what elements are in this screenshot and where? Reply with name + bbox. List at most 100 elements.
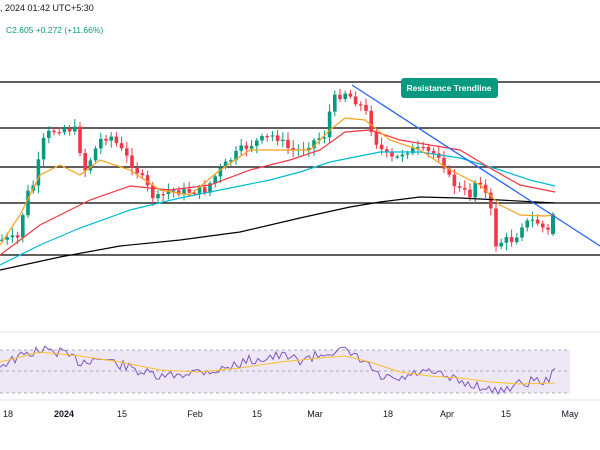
close-value: C2.605	[6, 25, 34, 35]
x-tick-label: Feb	[187, 409, 203, 419]
candle	[437, 145, 441, 163]
candle	[36, 151, 41, 194]
candle	[213, 173, 217, 188]
candle	[41, 133, 46, 168]
x-tick-label: 2024	[54, 409, 74, 419]
candle	[291, 140, 295, 157]
candle	[530, 211, 535, 228]
candle	[504, 232, 509, 251]
candle	[364, 98, 368, 115]
candle	[442, 150, 446, 174]
candle	[260, 133, 264, 144]
candle	[317, 132, 321, 145]
trendline-group	[351, 84, 600, 247]
x-tick-label: 18	[383, 409, 393, 419]
candle	[104, 134, 108, 146]
candle	[125, 141, 129, 163]
x-tick-label: Mar	[307, 409, 323, 419]
candle	[135, 162, 139, 179]
x-tick-label: 15	[501, 409, 511, 419]
candle	[499, 238, 503, 249]
x-tick-label: May	[561, 409, 579, 419]
candle	[57, 127, 61, 136]
candle	[520, 223, 524, 241]
annotation-group: Resistance Trendline	[401, 78, 498, 98]
candle	[119, 136, 124, 152]
candle	[265, 133, 269, 142]
ema-long-line	[0, 151, 556, 266]
header-time: , 2024 01:42 UTC+5:30	[0, 3, 94, 13]
ema-short-line	[0, 117, 556, 246]
candle	[447, 165, 451, 178]
candle	[286, 132, 290, 155]
rsi-ma-line	[0, 351, 556, 385]
ema-200-line	[0, 196, 556, 271]
change-value: +0.272 (+11.66%)	[35, 25, 104, 35]
horizontal-levels	[0, 81, 600, 256]
candle	[509, 229, 514, 247]
candle	[270, 131, 275, 142]
candle	[515, 232, 519, 245]
candle	[255, 138, 259, 154]
candle	[187, 181, 191, 197]
annotation-box	[401, 78, 498, 98]
candle	[234, 146, 238, 165]
candle	[114, 131, 119, 147]
candle	[333, 90, 337, 117]
rsi-line	[0, 345, 556, 396]
candle	[327, 104, 332, 144]
candle	[489, 188, 493, 216]
candle	[62, 124, 67, 136]
rsi-pane	[0, 331, 600, 396]
candle	[161, 191, 165, 203]
candle	[67, 124, 72, 136]
candle	[452, 169, 457, 194]
candle	[73, 119, 77, 135]
candle	[47, 126, 51, 144]
candle	[177, 186, 181, 197]
candle	[83, 148, 87, 177]
candle	[93, 145, 98, 163]
candle	[208, 180, 212, 197]
candles	[0, 88, 555, 252]
moving-averages	[0, 117, 556, 271]
candle	[156, 189, 160, 204]
candle	[343, 90, 347, 103]
x-tick-label: 18	[3, 409, 13, 419]
candle	[10, 228, 15, 243]
x-tick-label: 15	[117, 409, 127, 419]
candle	[239, 138, 243, 156]
candle	[457, 182, 462, 192]
candle	[494, 203, 498, 252]
candle	[244, 141, 249, 157]
candle	[359, 101, 363, 111]
candle	[431, 147, 436, 160]
x-tick-label: Apr	[440, 409, 454, 419]
candle	[353, 91, 358, 107]
candle	[109, 131, 113, 148]
ema-mid-line	[0, 129, 556, 256]
candle	[463, 180, 467, 196]
candle	[338, 88, 342, 102]
candle	[322, 130, 327, 144]
candle	[525, 218, 529, 232]
annotation-label: Resistance Trendline	[406, 83, 491, 93]
candle	[229, 157, 233, 166]
x-tick-label: 15	[252, 409, 262, 419]
candle	[78, 121, 82, 157]
candle	[390, 148, 394, 162]
candle	[88, 157, 93, 174]
candle	[223, 158, 228, 170]
resistance-trendline[interactable]	[351, 84, 600, 247]
candle	[541, 220, 545, 233]
candle	[301, 141, 306, 156]
header-quote: C2.605 +0.272 (+11.66%)	[6, 25, 103, 35]
candle	[99, 132, 103, 155]
x-axis: 18 2024 15 Feb 15 Mar 18 Apr 15 May	[0, 399, 600, 419]
candle	[218, 163, 223, 184]
candle	[546, 224, 550, 235]
candle	[369, 105, 373, 137]
candle	[275, 130, 280, 146]
candle	[26, 184, 30, 219]
